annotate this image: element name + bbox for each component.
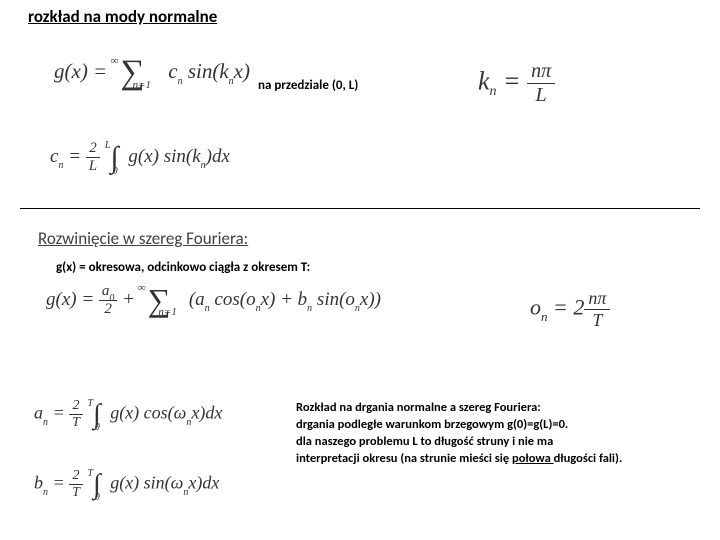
- para-line3: dla naszego problemu L to długość struny…: [296, 434, 553, 449]
- para-line4-pre: interpretacji okresu (na strunie mieści …: [296, 451, 512, 466]
- para-line1: Rozkład na drgania normalne a szereg Fou…: [296, 400, 541, 415]
- equation-cn: cn = 2L L∫0 g(x) sin(kn)dx: [50, 140, 230, 175]
- divider: [20, 208, 700, 209]
- equation-gx-sum: g(x) = ∞∑n=1 cn sin(knx): [54, 54, 250, 92]
- explanation-paragraph: Rozkład na drgania normalne a szereg Fou…: [296, 400, 716, 468]
- page-title: rozkład na mody normalne: [28, 6, 217, 27]
- equation-on: on = 2nπT: [530, 288, 610, 331]
- equation-an: an = 2T T∫0 g(x) cos(ωnx)dx: [34, 398, 222, 431]
- equation-bn: bn = 2T T∫0 g(x) sin(ωnx)dx: [34, 468, 219, 501]
- equation-kn: kn = nπL: [478, 60, 555, 107]
- para-underlined: połowa: [512, 451, 554, 466]
- interval-label: na przedziale (0, L): [258, 78, 358, 93]
- section-subtitle: Rozwinięcie w szereg Fouriera:: [38, 228, 248, 249]
- gx-condition: g(x) = okresowa, odcinkowo ciągła z okre…: [56, 260, 310, 275]
- para-line2: drgania podległe warunkom brzegowym g(0)…: [296, 417, 568, 432]
- para-line4-post: długości fali).: [554, 451, 623, 466]
- equation-fourier-series: g(x) = a02 + ∞∑n=1(an cos(onx) + bn sin(…: [46, 282, 381, 319]
